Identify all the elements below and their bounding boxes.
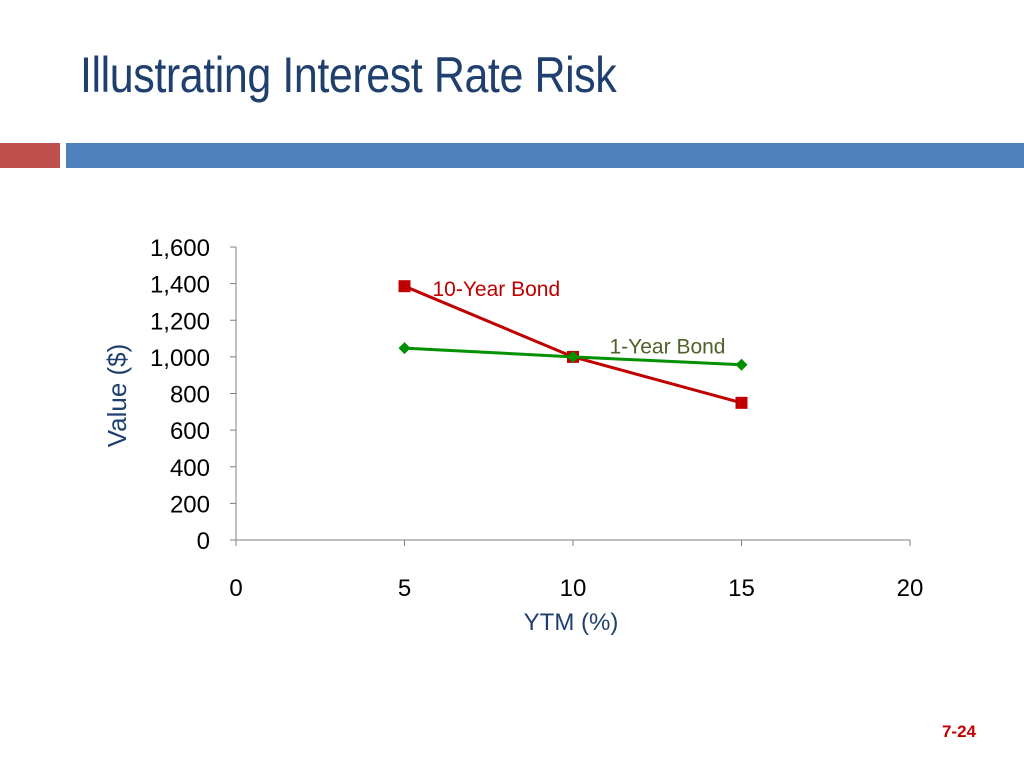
series-label: 1-Year Bond: [610, 336, 726, 359]
data-point: [735, 396, 748, 409]
data-point: [735, 358, 748, 371]
x-tick-label: 0: [229, 575, 242, 602]
data-point: [567, 350, 579, 363]
series-label: 10-Year Bond: [433, 278, 561, 301]
y-tick-label: 800: [170, 382, 210, 409]
x-tick-label: 20: [897, 575, 924, 602]
x-tick-label: 15: [728, 575, 755, 602]
data-point: [398, 280, 411, 293]
y-axis-title: Value ($): [102, 344, 132, 448]
x-tick-label: 5: [398, 575, 411, 602]
x-axis-title: YTM (%): [524, 609, 619, 636]
page-number: 7-24: [941, 722, 976, 741]
y-tick-label: 1,000: [150, 345, 210, 372]
y-tick-label: 1,600: [150, 235, 210, 262]
y-tick-label: 1,400: [150, 272, 210, 299]
y-tick-label: 0: [197, 528, 210, 555]
accent-bar-red: [0, 143, 60, 168]
data-point: [398, 342, 411, 355]
accent-bar-blue: [66, 143, 1024, 168]
y-tick-label: 400: [170, 455, 210, 482]
x-tick-label: 10: [560, 575, 587, 602]
y-tick-label: 600: [170, 418, 210, 445]
slide-title: Illustrating Interest Rate Risk: [80, 47, 617, 103]
y-tick-label: 1,200: [150, 308, 210, 335]
y-tick-label: 200: [170, 491, 210, 518]
